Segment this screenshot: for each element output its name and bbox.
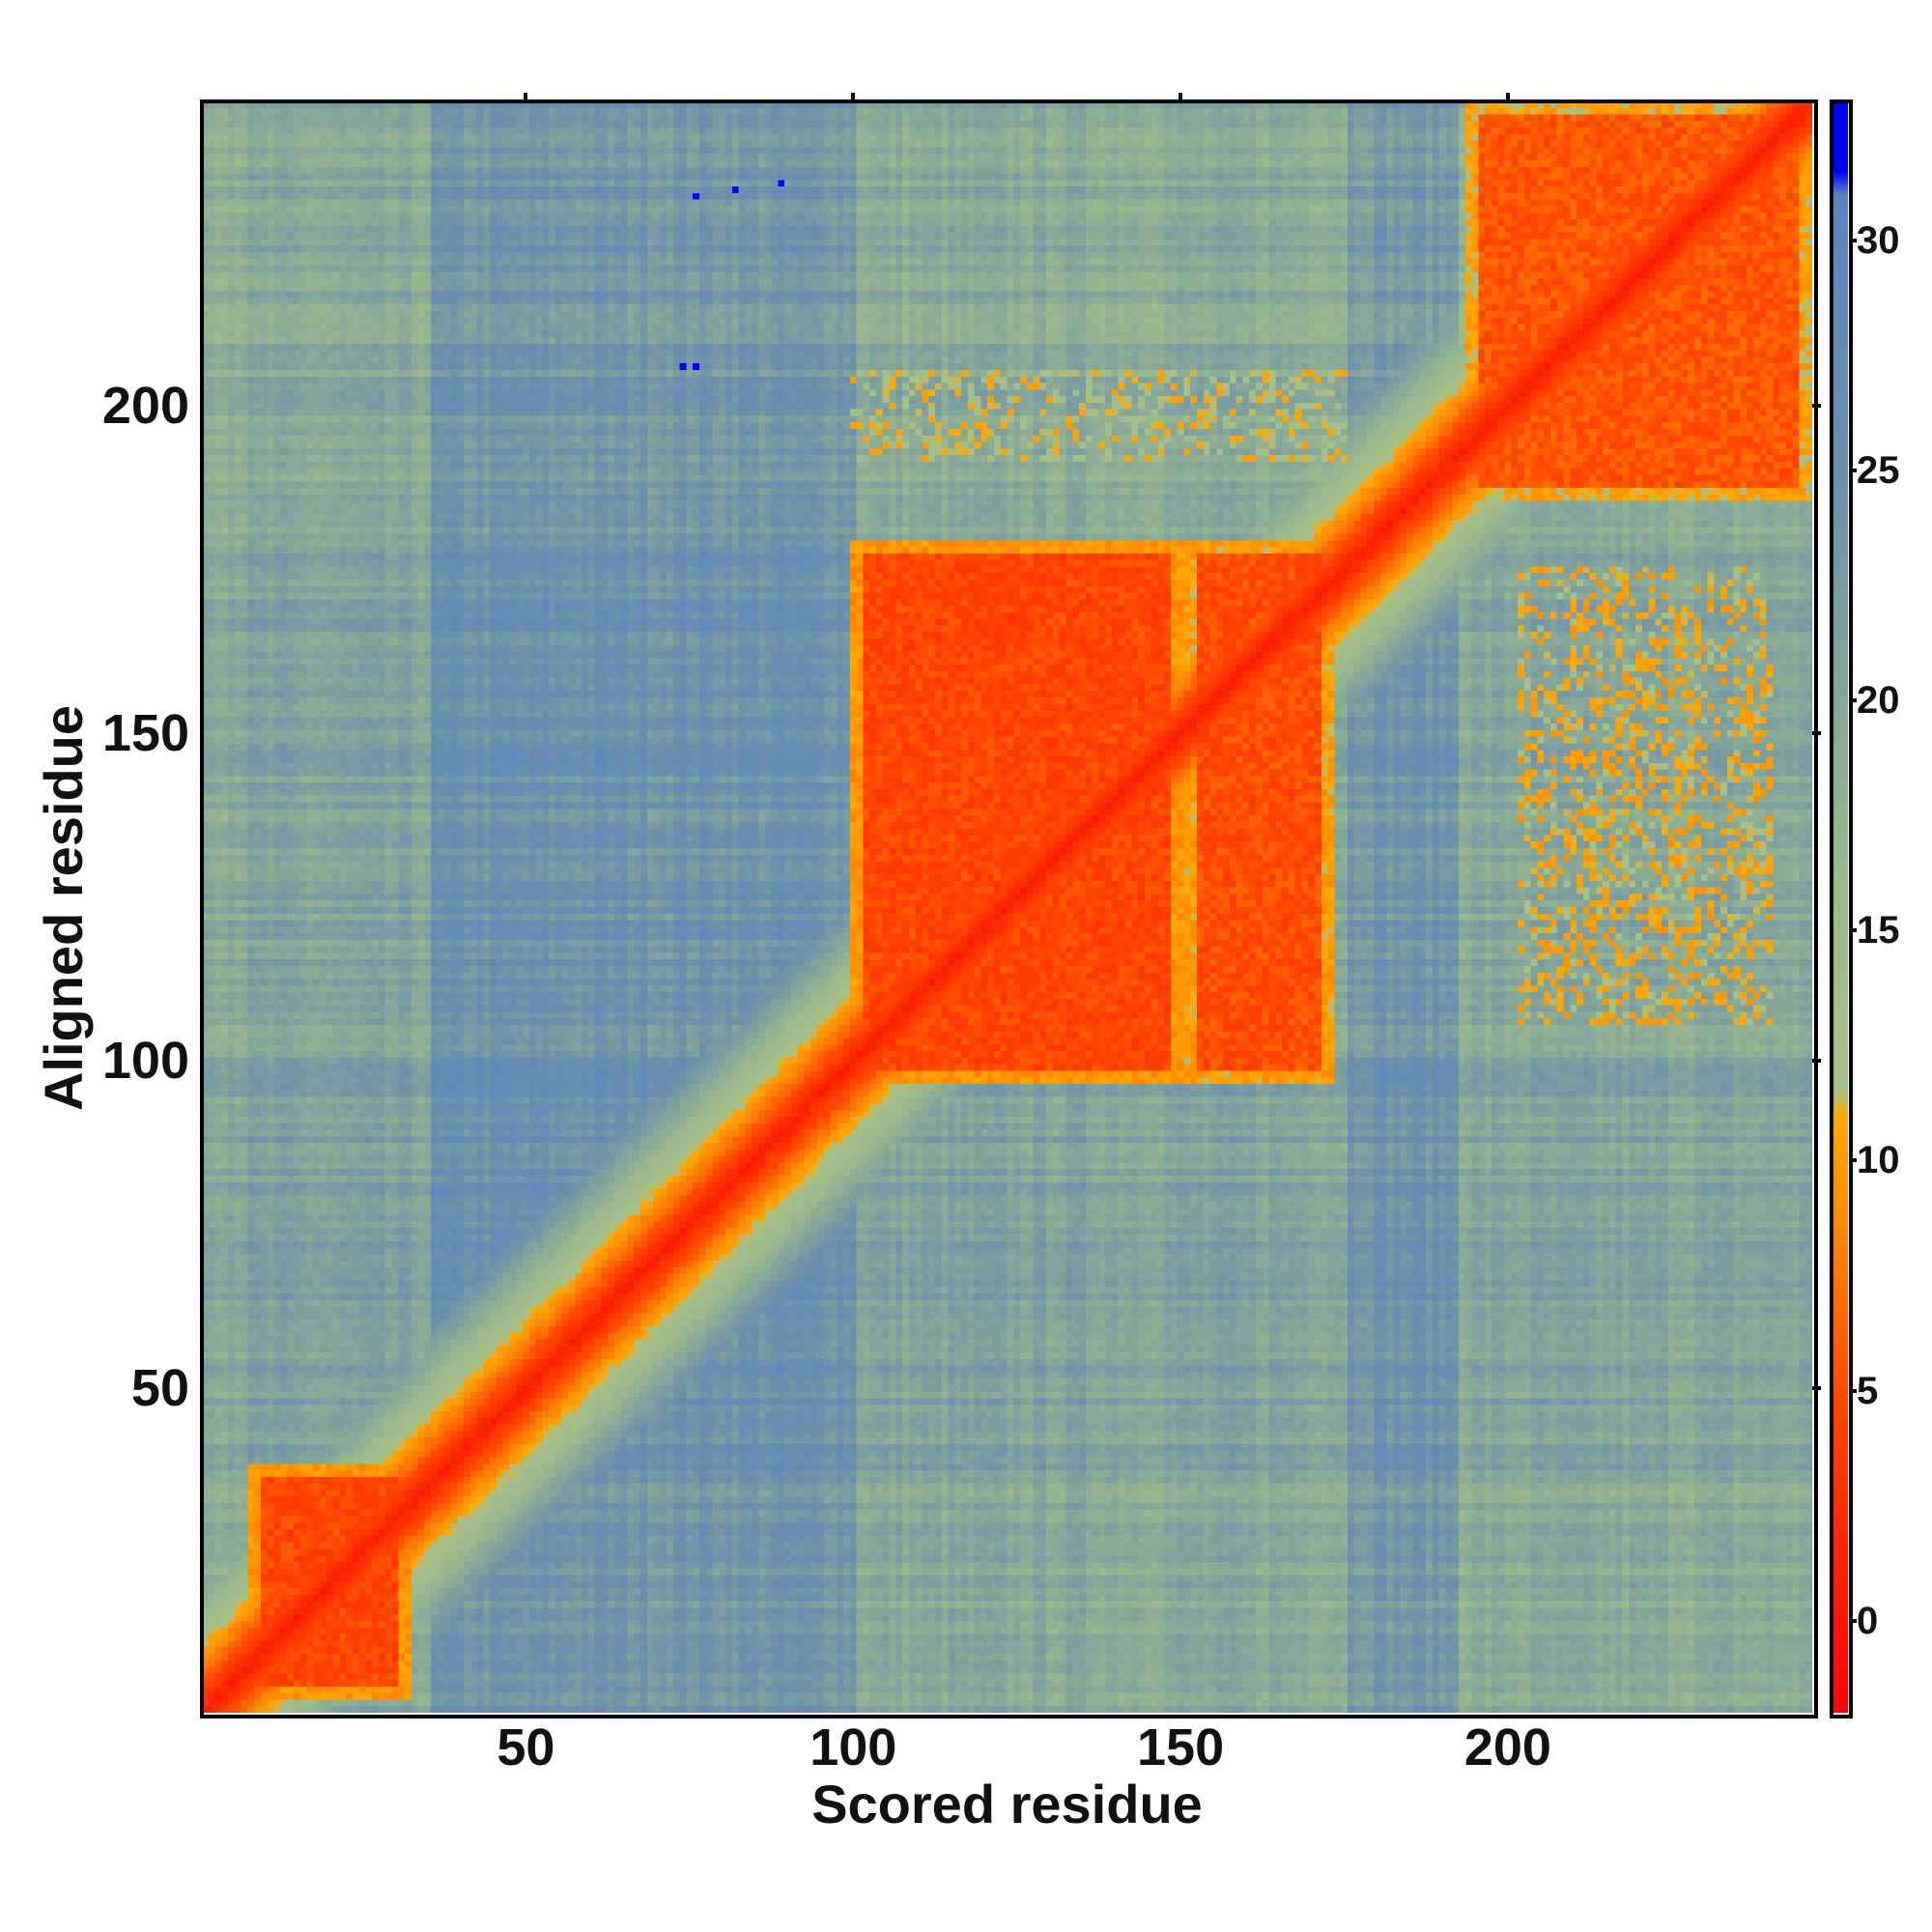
colorbar-tick-label: 0 (1857, 1599, 1879, 1642)
colorbar-tick (1849, 698, 1857, 703)
x-tick-top (1179, 93, 1183, 101)
colorbar-tick (1849, 1388, 1857, 1393)
y-tick-label: 150 (101, 704, 189, 763)
x-tick-top (524, 93, 528, 101)
y-axis-title: Aligned residue (33, 704, 94, 1112)
y-tick-label: 100 (101, 1032, 189, 1091)
x-tick-top (1505, 93, 1510, 101)
colorbar (1833, 102, 1848, 1713)
colorbar-tick-label: 5 (1857, 1369, 1879, 1412)
colorbar-tick (1849, 238, 1857, 242)
x-tick-top (851, 93, 856, 101)
plot-frame (200, 99, 1818, 1719)
pae-heatmap (202, 101, 1812, 1713)
x-tick-label: 100 (810, 1719, 897, 1776)
colorbar-tick-label: 20 (1857, 679, 1900, 723)
colorbar-tick (1849, 469, 1857, 473)
colorbar-tick-label: 15 (1857, 909, 1900, 952)
y-tick-right (1812, 1059, 1821, 1064)
y-tick-label: 50 (130, 1359, 189, 1418)
y-tick-right (1812, 1386, 1821, 1391)
colorbar-tick-label: 10 (1857, 1139, 1900, 1182)
x-tick-label: 200 (1463, 1719, 1551, 1776)
colorbar-tick (1849, 1618, 1857, 1623)
x-tick-label: 150 (1137, 1719, 1225, 1776)
y-tick-right (1812, 404, 1821, 409)
x-axis-title: Scored residue (811, 1774, 1203, 1834)
colorbar-tick (1849, 1158, 1857, 1163)
colorbar-tick-label: 25 (1857, 449, 1900, 493)
x-tick-label: 50 (497, 1719, 555, 1776)
y-tick-label: 200 (101, 377, 189, 436)
colorbar-tick-label: 30 (1857, 218, 1900, 262)
y-tick-right (1812, 731, 1821, 736)
colorbar-frame (1830, 99, 1853, 1719)
colorbar-tick (1849, 928, 1857, 933)
